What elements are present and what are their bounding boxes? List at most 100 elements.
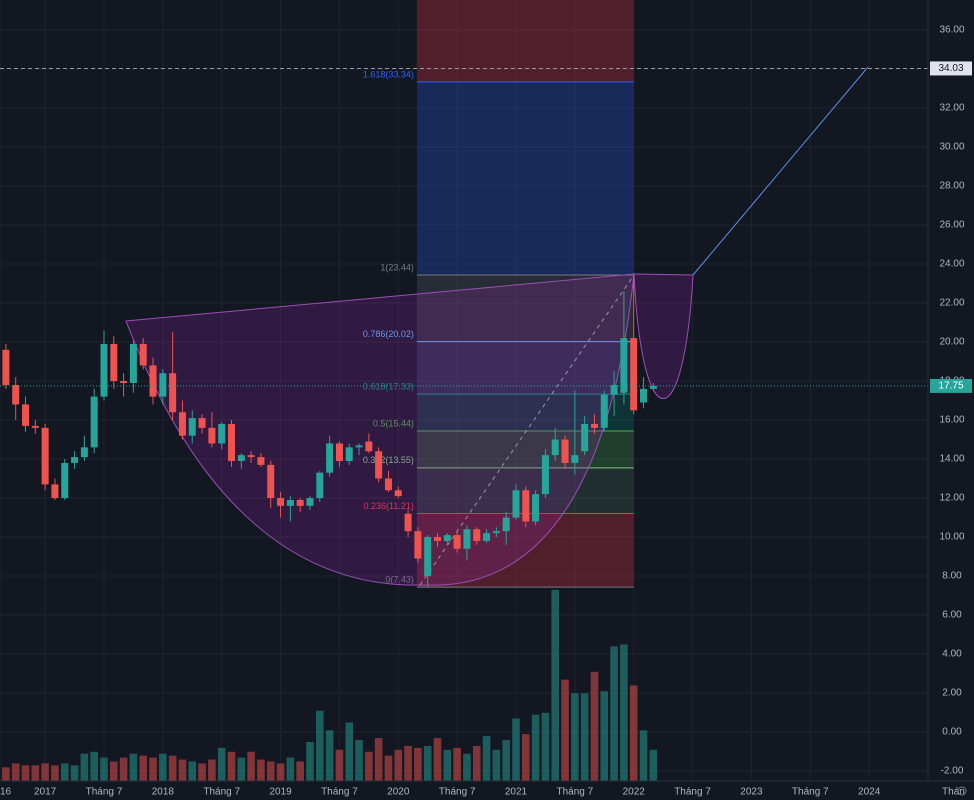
candle-body — [326, 443, 334, 473]
candle-body — [492, 531, 500, 534]
candle-body — [267, 464, 275, 499]
volume-bar — [355, 740, 363, 781]
volume-bar — [433, 738, 442, 781]
volume-bar — [80, 753, 89, 781]
candle-body — [394, 490, 402, 497]
candle-body — [61, 462, 69, 499]
volume-bar — [247, 751, 255, 781]
candle-body — [51, 484, 59, 499]
candle-body — [610, 384, 618, 395]
volume-bar — [276, 763, 285, 781]
candle-body — [228, 423, 236, 461]
fib-label: 0.382(13.55) — [363, 455, 414, 465]
last-price-label: 17.75 — [938, 381, 963, 392]
volume-bar — [149, 757, 157, 781]
volume-bar — [394, 749, 403, 781]
candle-body — [404, 513, 412, 532]
volume-bar — [325, 730, 334, 781]
fib-label: 0.618(17.33) — [363, 381, 414, 391]
volume-bar — [512, 718, 520, 781]
volume-bar — [482, 736, 491, 781]
volume-bar — [139, 755, 148, 781]
candle-body — [581, 423, 589, 452]
fib-label: 0.236(11.21) — [364, 501, 414, 511]
y-tick-label: 24.00 — [939, 259, 964, 270]
fib-band — [416, 430, 634, 468]
volume-bar — [365, 751, 373, 781]
volume-bar — [306, 741, 314, 781]
y-tick-label: 0.00 — [942, 727, 962, 738]
candle-body — [100, 343, 108, 397]
y-tick-label: 36.00 — [939, 25, 964, 36]
candle-body — [463, 529, 471, 549]
y-tick-label: 20.00 — [939, 337, 964, 348]
volume-bar — [492, 749, 501, 781]
volume-bar — [51, 765, 59, 781]
candle-body — [296, 499, 304, 506]
volume-bar — [159, 753, 167, 781]
x-tick-label: Tháng 7 — [203, 787, 240, 798]
volume-bar — [208, 759, 216, 781]
fib-trend-line — [419, 274, 635, 586]
fib-band — [416, 81, 634, 275]
x-tick-label: 2018 — [152, 787, 175, 798]
x-tick-label: 2017 — [34, 787, 57, 798]
y-tick-label: 8.00 — [942, 571, 962, 582]
candle-body — [208, 427, 216, 444]
candle-body — [384, 478, 392, 491]
candle-body — [178, 412, 186, 436]
candle-body — [630, 338, 638, 411]
volume-bar — [60, 763, 69, 781]
candle-body — [365, 441, 373, 452]
price-axis — [928, 0, 974, 800]
volume-bar — [541, 712, 550, 781]
volume-bar — [119, 757, 128, 781]
y-tick-label: 12.00 — [939, 493, 964, 504]
candle-body — [502, 517, 510, 532]
volume-bar — [129, 753, 138, 781]
candle-body — [306, 498, 314, 506]
candle-body — [532, 494, 540, 522]
y-tick-label: -2.00 — [941, 766, 964, 777]
volume-bar — [178, 759, 187, 781]
volume-bar — [649, 749, 658, 781]
candle-body — [198, 418, 206, 428]
candle-body — [345, 447, 353, 461]
candle-body — [277, 498, 285, 506]
x-tick-label: Tháng 7 — [86, 787, 123, 798]
x-tick-label: Tháng 7 — [439, 787, 476, 798]
candle-body — [551, 439, 559, 456]
volume-bar — [198, 763, 206, 781]
x-tick-label: 16 — [0, 787, 12, 798]
candle-body — [649, 385, 657, 389]
candle-body — [90, 396, 98, 448]
x-tick-label: Tháng 7 — [321, 787, 358, 798]
volume-bar — [414, 747, 422, 781]
volume-bar — [168, 755, 177, 781]
volume-bar — [227, 751, 236, 781]
volume-bar — [2, 767, 10, 781]
candle-body — [512, 490, 520, 518]
candle-body — [443, 535, 451, 541]
settings-icon[interactable] — [957, 786, 967, 796]
candle-body — [110, 343, 118, 382]
candle-body — [453, 535, 461, 549]
candle-body — [483, 533, 491, 541]
volume-bar — [41, 763, 49, 781]
volume-bar — [100, 757, 108, 781]
volume-bar — [257, 759, 265, 781]
target-label: 34.03 — [938, 63, 963, 74]
volume-bar — [561, 679, 569, 781]
volume-bar — [374, 738, 383, 781]
volume-bar — [109, 761, 118, 781]
x-tick-label: 2022 — [623, 787, 646, 798]
y-tick-label: 26.00 — [939, 220, 964, 231]
volume-bar — [296, 761, 304, 781]
volume-bar — [502, 740, 510, 781]
candle-body — [473, 529, 481, 541]
candle-body — [335, 443, 343, 461]
last-price-box — [930, 378, 972, 393]
volume-bar — [31, 765, 40, 781]
y-tick-label: 14.00 — [939, 454, 964, 465]
